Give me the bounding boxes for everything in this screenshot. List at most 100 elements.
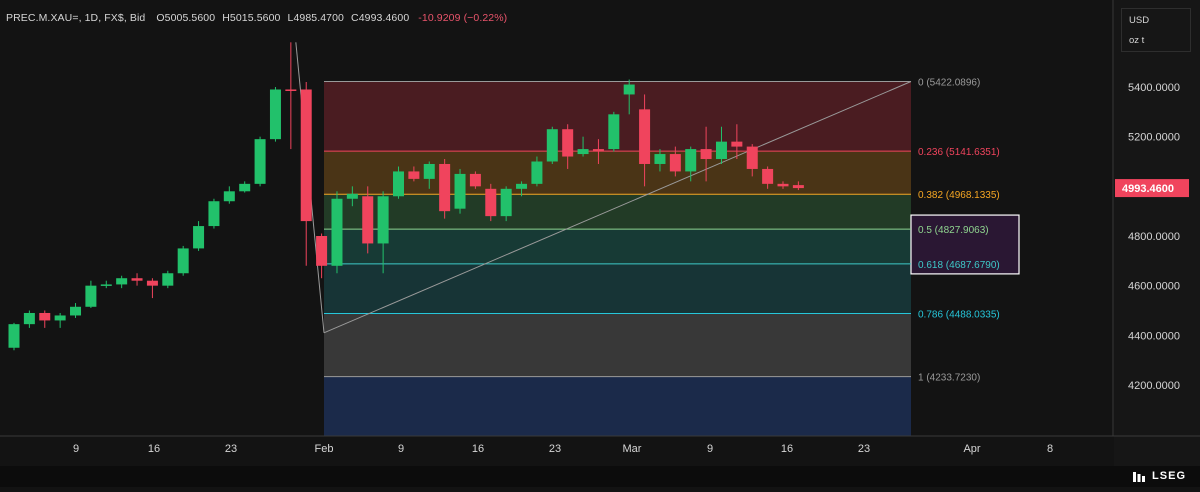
candle-body: [577, 149, 589, 155]
x-tick-label: 9: [73, 443, 79, 455]
candle[interactable]: [762, 166, 774, 189]
x-tick-label: 9: [398, 443, 404, 455]
unit-label: oz t: [1129, 35, 1145, 46]
candle[interactable]: [346, 186, 358, 207]
candle[interactable]: [100, 280, 112, 289]
candle[interactable]: [285, 42, 297, 150]
candle[interactable]: [85, 280, 97, 309]
candle-body: [131, 278, 143, 281]
fib-zones: [324, 81, 1020, 436]
x-tick-label: Apr: [963, 443, 980, 455]
candle[interactable]: [177, 245, 189, 276]
candle[interactable]: [393, 166, 404, 199]
fib-zone-1: [324, 151, 911, 195]
x-axis-labels: 9 16 23 Feb 9 16 23 Mar 9 16 23 Apr 8: [73, 443, 1053, 455]
fib-zone-3: [324, 229, 911, 264]
high-label: H: [222, 12, 230, 24]
candle[interactable]: [454, 168, 466, 214]
y-tick-label: 4400.0000: [1128, 330, 1180, 342]
candle-body: [70, 306, 82, 316]
candle-body: [654, 154, 666, 164]
candle-body: [485, 188, 497, 217]
candle[interactable]: [254, 136, 266, 187]
candle[interactable]: [562, 124, 574, 169]
candle[interactable]: [669, 146, 681, 177]
candle[interactable]: [623, 79, 635, 115]
candle-body: [254, 139, 266, 184]
x-tick-label: 8: [1047, 443, 1053, 455]
candle[interactable]: [500, 186, 512, 222]
low-label: L: [287, 12, 294, 24]
change-value: -10.9209 (−0.22%): [418, 12, 508, 24]
candle[interactable]: [608, 111, 620, 152]
current-price-tag-bg: [1115, 179, 1189, 198]
candle-body: [346, 193, 358, 199]
candle[interactable]: [516, 181, 528, 197]
candle[interactable]: [439, 159, 451, 219]
axis-unit-box[interactable]: USD oz t: [1121, 8, 1191, 52]
currency-label: USD: [1129, 15, 1150, 26]
candle[interactable]: [23, 310, 35, 328]
candle[interactable]: [485, 183, 497, 222]
current-price-tag: 4993.4600: [1115, 179, 1189, 198]
fib-trend-line[interactable]: [323, 81, 912, 334]
candle[interactable]: [300, 82, 312, 266]
candle-body: [116, 278, 128, 285]
candle-body: [762, 168, 774, 184]
candle[interactable]: [546, 126, 558, 164]
fib-highlight-box[interactable]: [910, 214, 1020, 275]
candle[interactable]: [70, 303, 82, 318]
candle[interactable]: [654, 149, 666, 172]
candle[interactable]: [746, 144, 758, 177]
x-tick-label: 23: [858, 443, 870, 455]
x-tick-label: 16: [148, 443, 160, 455]
candle[interactable]: [777, 181, 789, 189]
candle-body: [715, 141, 727, 160]
candle[interactable]: [331, 191, 343, 274]
candle[interactable]: [54, 312, 66, 328]
candle[interactable]: [685, 146, 697, 182]
current-price-value: 4993.4600: [1122, 183, 1174, 195]
fib-labels: 0 (5422.0896) 0.236 (5141.6351) 0.382 (496…: [918, 78, 1000, 384]
candle[interactable]: [531, 156, 543, 187]
candle[interactable]: [162, 270, 174, 289]
candle-body: [393, 171, 404, 197]
candle[interactable]: [362, 186, 374, 254]
candle-body: [516, 183, 528, 189]
candle[interactable]: [146, 278, 158, 299]
candle[interactable]: [316, 233, 328, 279]
candle[interactable]: [639, 94, 651, 187]
candle[interactable]: [792, 181, 804, 191]
candle[interactable]: [700, 126, 712, 182]
candle[interactable]: [731, 124, 743, 160]
candle[interactable]: [223, 186, 235, 204]
candle-body: [562, 129, 574, 157]
candle[interactable]: [193, 221, 205, 251]
candle-body: [193, 226, 205, 249]
fib-label-1: 0.236 (5141.6351): [918, 147, 1000, 158]
close-value: 4993.4600: [358, 12, 410, 24]
candle[interactable]: [377, 191, 389, 274]
candle[interactable]: [131, 273, 143, 286]
candle[interactable]: [408, 166, 420, 182]
candle-body: [8, 324, 20, 348]
candle[interactable]: [8, 322, 20, 351]
candle[interactable]: [715, 126, 727, 164]
fib-zone-6: [324, 376, 911, 436]
candle-body: [439, 163, 451, 212]
candle-body: [592, 149, 604, 152]
candle[interactable]: [208, 198, 220, 229]
candle[interactable]: [423, 161, 435, 189]
candle[interactable]: [116, 275, 128, 289]
candle[interactable]: [269, 87, 281, 142]
candle[interactable]: [577, 136, 589, 157]
candle[interactable]: [239, 181, 251, 193]
fib-label-2: 0.382 (4968.1335): [918, 190, 1000, 201]
candle-body: [269, 89, 281, 140]
candle[interactable]: [39, 310, 51, 328]
candle-body: [669, 154, 681, 172]
candle[interactable]: [592, 139, 604, 164]
candle[interactable]: [469, 171, 481, 189]
